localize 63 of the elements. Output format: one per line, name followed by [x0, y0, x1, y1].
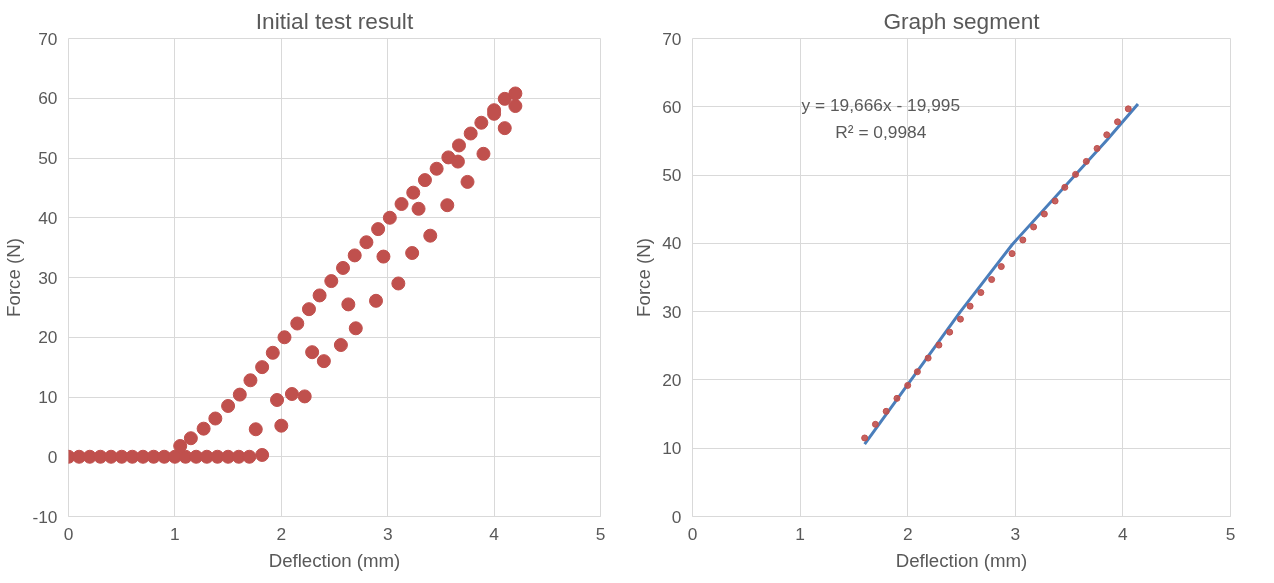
- point: [861, 434, 869, 442]
- x-tick-label: 3: [382, 523, 393, 544]
- y-tick-label: 40: [38, 207, 58, 228]
- y-tick-label: 60: [662, 96, 682, 117]
- point: [1040, 210, 1048, 218]
- point: [1093, 144, 1101, 152]
- y-tick-label: 10: [38, 387, 58, 407]
- x-tick-label: 2: [902, 523, 913, 544]
- point: [997, 263, 1005, 271]
- point: [956, 315, 964, 323]
- x-tick-label: 0: [63, 523, 74, 544]
- x-tick-label: 5: [595, 523, 606, 544]
- point: [1103, 131, 1111, 139]
- x-axis-title: Deflection (mm): [268, 549, 401, 571]
- point: [1051, 197, 1059, 205]
- point: [966, 302, 974, 310]
- y-tick-label: -10: [32, 506, 58, 527]
- y-tick-label: 0: [47, 446, 58, 467]
- point: [1082, 157, 1090, 165]
- y-tick-label: 20: [38, 327, 58, 348]
- y-tick-label: 40: [662, 233, 682, 254]
- x-tick-label: 4: [1118, 523, 1129, 544]
- point: [924, 354, 932, 362]
- y-axis-title: Force (N): [3, 238, 25, 317]
- point: [893, 394, 901, 402]
- x-tick-label: 1: [170, 523, 180, 544]
- y-tick-label: 30: [38, 267, 58, 288]
- point: [1061, 183, 1069, 191]
- x-tick-label: 4: [489, 523, 500, 544]
- y-tick-label: 50: [662, 165, 682, 186]
- point: [913, 368, 921, 376]
- annotation: y = 19,666x - 19,995: [801, 95, 961, 116]
- point: [1072, 170, 1080, 178]
- y-tick-label: 70: [662, 28, 682, 49]
- chart-title: Graph segment: [883, 7, 1041, 34]
- y-tick-label: 70: [38, 28, 58, 49]
- point: [882, 407, 890, 415]
- x-tick-label: 2: [276, 523, 287, 544]
- y-tick-label: 50: [38, 148, 58, 168]
- point: [935, 341, 943, 349]
- chart-title: Initial test result: [255, 7, 414, 34]
- point: [1008, 250, 1016, 258]
- x-tick-label: 5: [1225, 523, 1236, 544]
- point: [977, 289, 985, 297]
- x-tick-label: 1: [795, 523, 805, 544]
- y-axis-title: Force (N): [633, 238, 655, 317]
- point: [1030, 223, 1038, 231]
- x-tick-label: 3: [1010, 523, 1021, 544]
- y-tick-label: 10: [662, 438, 682, 459]
- x-tick-label: 0: [687, 523, 698, 544]
- y-tick-label: 0: [671, 506, 682, 527]
- point: [904, 381, 912, 389]
- point: [1114, 118, 1122, 126]
- point: [1019, 236, 1027, 244]
- y-tick-label: 30: [662, 301, 682, 322]
- point: [871, 420, 879, 428]
- point: [988, 276, 996, 284]
- annotation: R² = 0,9984: [835, 122, 927, 143]
- point: [1124, 105, 1132, 113]
- x-axis-title: Deflection (mm): [895, 549, 1028, 571]
- y-tick-label: 60: [38, 88, 58, 109]
- y-tick-label: 20: [662, 369, 682, 390]
- point: [946, 328, 954, 336]
